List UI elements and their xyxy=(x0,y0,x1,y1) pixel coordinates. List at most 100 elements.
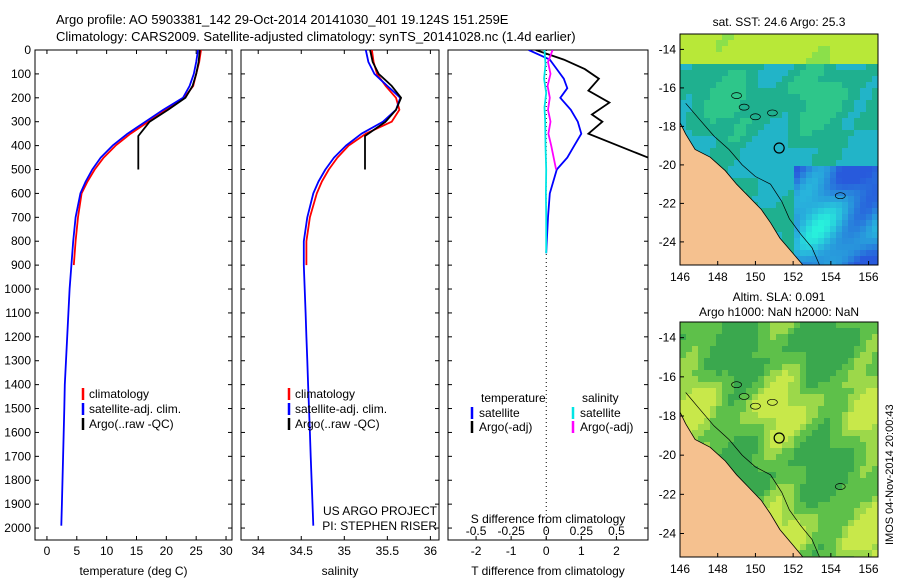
sla-map-cell xyxy=(776,484,783,491)
sla-map-cell xyxy=(824,532,831,539)
sla-map-cell xyxy=(860,478,867,485)
sla-map-cell xyxy=(854,544,861,551)
sla-map-cell xyxy=(866,508,873,515)
sst-map-cell xyxy=(788,214,795,221)
sst-map-cell xyxy=(722,88,729,95)
sla-map-cell xyxy=(860,526,867,533)
sla-map-cell xyxy=(842,394,849,401)
sla-map-cell xyxy=(818,388,825,395)
sla-map-cell xyxy=(830,490,837,497)
sst-map-cell xyxy=(836,244,843,251)
sla-map-cell xyxy=(758,406,765,413)
sla-map-cell xyxy=(800,466,807,473)
sst-map-cell xyxy=(698,46,705,53)
sst-map-cell xyxy=(848,64,855,71)
sla-map-cell xyxy=(788,484,795,491)
sst-map-cell xyxy=(866,220,873,227)
sla-map-cell xyxy=(692,334,699,341)
sla-map-cell xyxy=(752,436,759,443)
sst-map-cell xyxy=(830,262,837,265)
sst-map-cell xyxy=(680,52,687,59)
sst-map-cell xyxy=(788,196,795,203)
sst-map-cell xyxy=(830,244,837,251)
sla-map-cell xyxy=(782,334,789,341)
sst-map-cell xyxy=(848,220,855,227)
sst-map-reef xyxy=(834,192,846,200)
sst-map-cell xyxy=(848,232,855,239)
sst-map-cell xyxy=(788,58,795,65)
sla-map-cell xyxy=(764,460,771,467)
sst-map-cell xyxy=(686,88,693,95)
sst-map-cell xyxy=(716,112,723,119)
sst-map-cell xyxy=(746,34,753,41)
sst-map-cell xyxy=(872,244,878,251)
sst-map-cell xyxy=(728,118,735,125)
sla-map-cell xyxy=(776,478,783,485)
sst-map-cell xyxy=(806,220,813,227)
sst-map-cell xyxy=(854,196,861,203)
sst-map-cell xyxy=(710,70,717,77)
sst-map-cell xyxy=(800,58,807,65)
sla-map-cell xyxy=(758,412,765,419)
sla-map-cell xyxy=(836,538,843,545)
sst-map-cell xyxy=(782,100,789,107)
sst-map-cell xyxy=(842,196,849,203)
sla-map-cell xyxy=(698,346,705,353)
sst-map-cell xyxy=(794,244,801,251)
sla-map-cell xyxy=(866,388,873,395)
sla-map-cell xyxy=(860,502,867,509)
sla-map-cell xyxy=(842,370,849,377)
sla-map-cell xyxy=(680,388,687,395)
sst-map-reef xyxy=(767,109,778,117)
project-annotation: US ARGO PROJECT xyxy=(323,504,438,518)
sla-map-cell xyxy=(818,358,825,365)
sla-map-cell xyxy=(746,364,753,371)
sst-map-cell xyxy=(800,124,807,131)
sst-map-cell xyxy=(848,82,855,89)
sla-map-cell xyxy=(872,520,878,527)
sst-map-cell xyxy=(746,94,753,101)
sst-map-cell xyxy=(728,124,735,131)
sla-map-cell xyxy=(854,514,861,521)
sst-map-cell xyxy=(746,88,753,95)
sla-map-cell xyxy=(806,484,813,491)
difference-xtick-label: 2 xyxy=(613,544,620,558)
sla-map-cell xyxy=(788,364,795,371)
difference-xtick2-label: 0.25 xyxy=(570,524,594,538)
salinity-frame xyxy=(240,49,440,541)
sst-map-cell xyxy=(872,190,878,197)
sla-map-cell xyxy=(854,550,861,557)
sla-map-cell xyxy=(704,334,711,341)
sla-map-cell xyxy=(692,376,699,383)
sst-map-cell xyxy=(860,34,867,41)
sst-map-cell xyxy=(866,262,873,265)
sst-map-cell xyxy=(824,58,831,65)
sla-map-cell xyxy=(818,538,825,545)
sst-map-cell xyxy=(866,154,873,161)
sst-map-cell xyxy=(806,160,813,167)
sla-map-cell xyxy=(848,544,855,551)
sla-map-reef xyxy=(750,402,761,410)
sla-map-cell xyxy=(806,418,813,425)
sst-map-cell xyxy=(692,58,699,65)
sst-map-cell xyxy=(788,112,795,119)
sla-map-cell xyxy=(722,454,729,461)
sst-map-cell xyxy=(818,226,825,233)
sst-map-cell xyxy=(866,94,873,101)
sst-map-cell xyxy=(704,40,711,47)
difference-panel: -2 -1 0 1 2-0.5 -0.25 0 0.25 0.5S difference fro… xyxy=(447,49,649,578)
sla-map-cell xyxy=(830,334,837,341)
sst-map-cell xyxy=(764,82,771,89)
sst-map-cell xyxy=(842,34,849,41)
sla-map-cell xyxy=(866,346,873,353)
sla-map-cell xyxy=(716,418,723,425)
sst-map-cell xyxy=(836,52,843,59)
sst-map-cell xyxy=(866,238,873,245)
sla-map-cell xyxy=(764,394,771,401)
sst-map-cell xyxy=(806,124,813,131)
sla-map-cell xyxy=(770,448,777,455)
sst-map-cell xyxy=(680,76,687,83)
sst-map-cell xyxy=(830,118,837,125)
sla-map-cell xyxy=(800,448,807,455)
sst-map-cell xyxy=(776,160,783,167)
